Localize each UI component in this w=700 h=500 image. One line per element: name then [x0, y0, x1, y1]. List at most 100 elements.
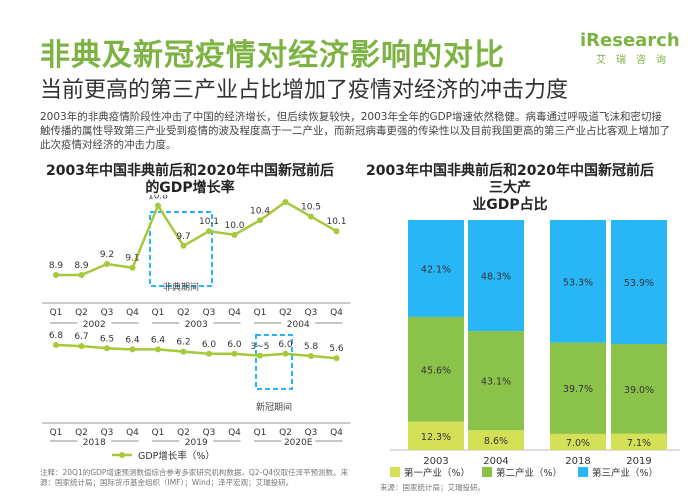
gdp-value-label-1-7: 6.0 [227, 340, 242, 350]
quarter-tick-label-0-7: Q4 [228, 308, 241, 318]
gdp-point-1-6 [206, 350, 212, 357]
gdp-value-label-0-9: 10.9 [275, 195, 295, 198]
bar-value-label-0-1: 45.6% [421, 365, 451, 376]
epidemic-period-label-0: 非典期间 [163, 281, 199, 293]
legend-label: GDP增长率（%） [138, 450, 215, 462]
right-chart-title: 2003年中国非典前后和2020年中国新冠前后三大产 业GDP占比 [360, 163, 660, 214]
gdp-value-label-0-5: 9.7 [176, 232, 190, 242]
gdp-point-1-5 [180, 348, 187, 355]
year-label-1-2: 2020E [284, 438, 313, 448]
gdp-value-label-0-11: 10.1 [326, 217, 346, 227]
quarter-tick-label-0-1: Q2 [75, 308, 88, 318]
gdp-value-label-1-4: 6.4 [151, 335, 166, 345]
quarter-tick-label-1-4: Q1 [152, 428, 165, 438]
bar-legend-label-0: 第一产业（%） [404, 467, 470, 479]
quarter-tick-label-0-4: Q1 [152, 308, 165, 318]
quarter-tick-label-0-10: Q3 [305, 308, 318, 318]
bar-segment-3-0 [611, 433, 667, 450]
bar-legend-swatch-0 [390, 467, 400, 477]
logo-main-text: iResearch [580, 30, 680, 51]
bar-legend-swatch-2 [578, 467, 588, 477]
quarter-tick-label-0-9: Q2 [279, 308, 292, 318]
quarter-tick-label-1-3: Q4 [126, 428, 139, 438]
left-chart-title-line1: 2003年中国非典前后和2020年中国新冠前后 [46, 163, 334, 179]
gdp-value-label-1-1: 6.7 [74, 332, 88, 342]
year-label-0-0: 2002 [83, 320, 106, 330]
gdp-value-label-1-8: 3~5 [251, 342, 270, 352]
description-text: 2003年的非典疫情阶段性冲击了中国的经济增长，但后续恢复较快，2003年全年的… [40, 111, 670, 151]
gdp-point-0-4 [155, 202, 161, 209]
gdp-value-label-0-0: 8.9 [49, 261, 64, 271]
footnote-left: 注释：20Q1的GDP增速预测数值综合参考多家研究机构数据，Q2-Q4仅取任泽平… [40, 468, 349, 487]
gdp-point-0-9 [282, 199, 289, 205]
footnote-right: 来源：国家统计局；艾瑞投研。 [380, 483, 485, 492]
bar-segment-0-2 [408, 220, 464, 317]
left-chart-title: 2003年中国非典前后和2020年中国新冠前后 的GDP增长率 [40, 163, 340, 197]
bar-category-label-0: 2003 [423, 456, 448, 467]
bar-segment-0-1 [408, 316, 464, 422]
gdp-value-label-1-11: 5.6 [329, 344, 344, 354]
industry-share-stacked-bar-chart: 12.3% 45.6% 42.1% 2003 8.6% 43.1% 48.3% 2004 7.0… [390, 220, 680, 479]
bar-segment-2-0 [550, 433, 606, 450]
epidemic-period-label-1: 新冠期间 [256, 401, 292, 413]
gdp-point-0-8 [257, 217, 263, 224]
quarter-tick-label-1-2: Q3 [101, 428, 114, 438]
gdp-value-label-1-2: 6.5 [100, 334, 114, 344]
bar-segment-2-2 [550, 220, 606, 343]
bar-value-label-2-1: 39.7% [563, 384, 593, 395]
gdp-point-1-4 [155, 346, 161, 353]
gdp-point-0-6 [206, 228, 212, 235]
gdp-point-0-7 [231, 231, 238, 238]
gdp-point-1-2 [104, 345, 110, 352]
quarter-tick-label-1-10: Q3 [305, 428, 318, 438]
epidemic-period-box-1 [255, 334, 293, 390]
gdp-point-0-2 [104, 261, 110, 268]
quarter-tick-label-0-3: Q4 [126, 308, 139, 318]
quarter-tick-label-1-7: Q4 [228, 428, 241, 438]
gdp-point-1-10 [308, 353, 314, 359]
quarter-tick-label-0-2: Q3 [101, 308, 114, 318]
gdp-point-0-3 [129, 264, 136, 271]
bar-segment-3-2 [611, 220, 667, 344]
bar-legend-label-1: 第二产业（%） [496, 467, 562, 479]
bar-value-label-2-0: 7.0% [566, 438, 590, 449]
page-title: 非典及新冠疫情对经济影响的对比 [40, 38, 505, 73]
quarter-tick-label-1-8: Q1 [254, 428, 267, 438]
gdp-value-label-1-5: 6.2 [176, 338, 190, 348]
year-label-0-2: 2004 [287, 320, 310, 330]
gdp-point-0-11 [333, 228, 340, 235]
quarter-tick-label-1-6: Q3 [203, 428, 216, 438]
quarter-tick-label-0-11: Q4 [330, 308, 343, 318]
gdp-point-0-5 [180, 242, 187, 249]
iresearch-logo: iResearch 艾瑞咨询 [580, 30, 680, 70]
gdp-value-label-1-3: 6.4 [125, 335, 140, 345]
bar-value-label-3-2: 53.9% [624, 278, 654, 289]
bar-category-label-3: 2019 [626, 456, 651, 467]
bar-segment-2-1 [550, 342, 606, 434]
gdp-value-label-1-10: 5.8 [304, 342, 319, 352]
legend-dot-swatch [119, 452, 125, 458]
gdp-point-0-0 [53, 272, 59, 278]
bar-value-label-2-2: 53.3% [563, 277, 593, 288]
gdp-point-1-9 [282, 350, 289, 357]
bar-segment-1-0 [468, 430, 524, 450]
gdp-point-1-1 [78, 343, 85, 350]
gdp-value-label-0-3: 9.1 [125, 254, 139, 264]
right-chart-title-line1: 2003年中国非典前后和2020年中国新冠前后三大产 [366, 163, 654, 196]
gdp-point-0-1 [78, 272, 85, 278]
bar-segment-1-1 [468, 331, 524, 431]
gdp-point-1-8 [257, 352, 263, 359]
bar-legend-label-2: 第三产业（%） [592, 467, 658, 479]
year-label-0-1: 2003 [185, 320, 208, 330]
gdp-point-1-0 [53, 342, 59, 348]
right-chart-title-line2: 业GDP占比 [472, 197, 548, 213]
logo-sub-text: 艾瑞咨询 [596, 55, 676, 66]
gdp-point-1-11 [333, 355, 340, 362]
gdp-value-label-0-6: 10.1 [199, 217, 219, 227]
bar-segment-0-0 [408, 421, 464, 450]
quarter-tick-label-0-0: Q1 [50, 308, 63, 318]
year-label-1-1: 2019 [185, 438, 208, 448]
bar-value-label-0-2: 42.1% [421, 264, 451, 275]
bar-value-label-3-0: 7.1% [627, 438, 651, 449]
epidemic-period-box-0 [149, 211, 213, 287]
